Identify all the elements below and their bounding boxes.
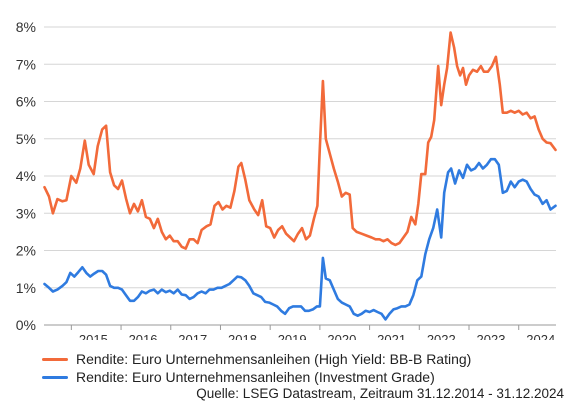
x-tick-label: 2018 [228, 332, 257, 340]
x-tick-label: 2019 [278, 332, 307, 340]
x-tick-label: 2020 [327, 332, 356, 340]
x-tick-label: 2022 [427, 332, 456, 340]
legend-label-high-yield: Rendite: Euro Unternehmensanleihen (High… [76, 351, 472, 367]
series-lines [43, 31, 557, 321]
y-tick-label: 8% [16, 19, 36, 35]
gridlines [44, 26, 556, 289]
y-tick-label: 7% [16, 56, 36, 72]
y-tick-label: 0% [16, 317, 36, 333]
x-tick-label: 2017 [178, 332, 207, 340]
legend-label-investment-grade: Rendite: Euro Unternehmensanleihen (Inve… [76, 369, 435, 385]
x-tick-label: 2024 [526, 332, 555, 340]
legend-item-investment-grade: Rendite: Euro Unternehmensanleihen (Inve… [42, 368, 471, 386]
series-line-high-yield [43, 31, 557, 250]
legend: Rendite: Euro Unternehmensanleihen (High… [42, 350, 471, 386]
y-tick-label: 5% [16, 131, 36, 147]
y-tick-label: 3% [16, 205, 36, 221]
x-tick-label: 2016 [129, 332, 158, 340]
source-note: Quelle: LSEG Datastream, Zeitraum 31.12.… [196, 386, 564, 401]
x-axis-tick-labels: 2015 2016 2017 2018 2019 2020 2021 2022 2023 2024 [70, 325, 555, 340]
y-tick-label: 1% [16, 280, 36, 296]
legend-swatch-investment-grade [42, 375, 68, 379]
line-chart: 0%1%2%3%4%5%6%7%8% 2015 2016 2017 2018 2019 2… [16, 19, 557, 340]
series-line-investment-grade [43, 157, 557, 321]
y-tick-label: 6% [16, 94, 36, 110]
x-tick-label: 2021 [377, 332, 406, 340]
y-tick-label: 2% [16, 243, 36, 259]
x-tick-label: 2015 [79, 332, 108, 340]
legend-item-high-yield: Rendite: Euro Unternehmensanleihen (High… [42, 350, 471, 368]
x-tick-label: 2023 [477, 332, 506, 340]
y-tick-label: 4% [16, 168, 36, 184]
legend-swatch-high-yield [42, 357, 68, 361]
y-axis-tick-labels: 0% 1% 2% 3% 4% 5% 6% 7% 8% [16, 19, 36, 333]
